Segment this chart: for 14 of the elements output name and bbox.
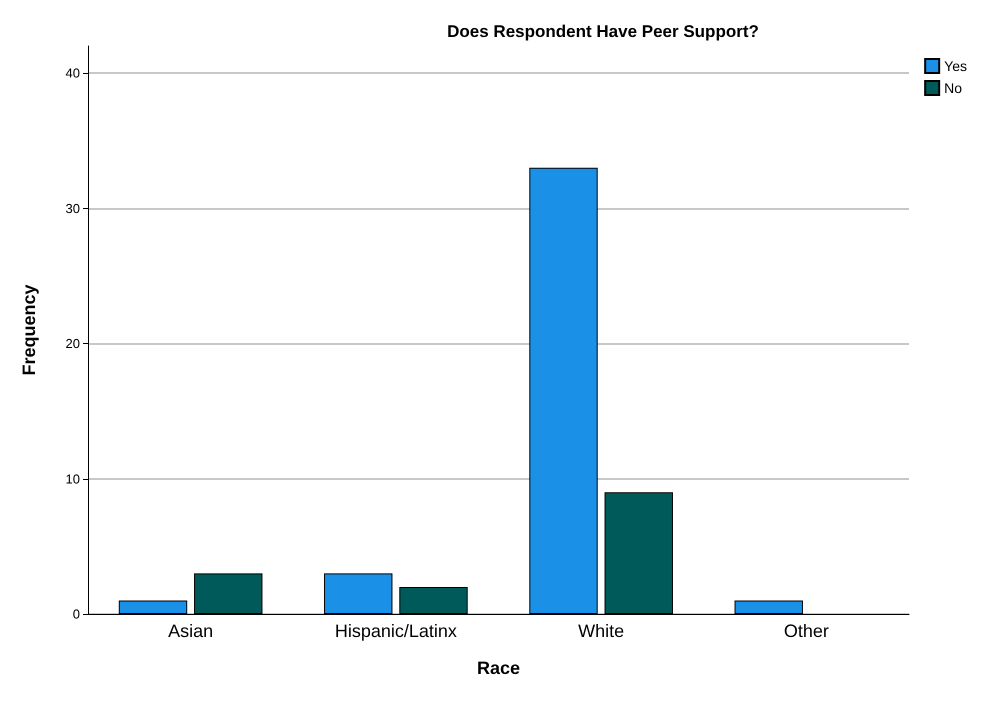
y-tick-label: 30	[66, 200, 80, 216]
x-tick-label: White	[578, 621, 624, 641]
y-tick-label: 10	[66, 471, 80, 486]
y-tick-label: 40	[66, 66, 80, 81]
x-tick-label: Asian	[168, 621, 214, 641]
legend-label: Yes	[944, 58, 968, 74]
x-tick-label: Hispanic/Latinx	[334, 621, 457, 641]
legend-label: No	[944, 80, 962, 96]
y-axis-title: Frequency	[19, 284, 39, 376]
chart-title: Does Respondent Have Peer Support?	[447, 22, 759, 41]
y-tick-label: 20	[66, 336, 80, 352]
x-axis-title: Race	[476, 658, 520, 678]
y-tick-label: 0	[72, 606, 80, 622]
x-tick-label: Other	[784, 621, 829, 641]
